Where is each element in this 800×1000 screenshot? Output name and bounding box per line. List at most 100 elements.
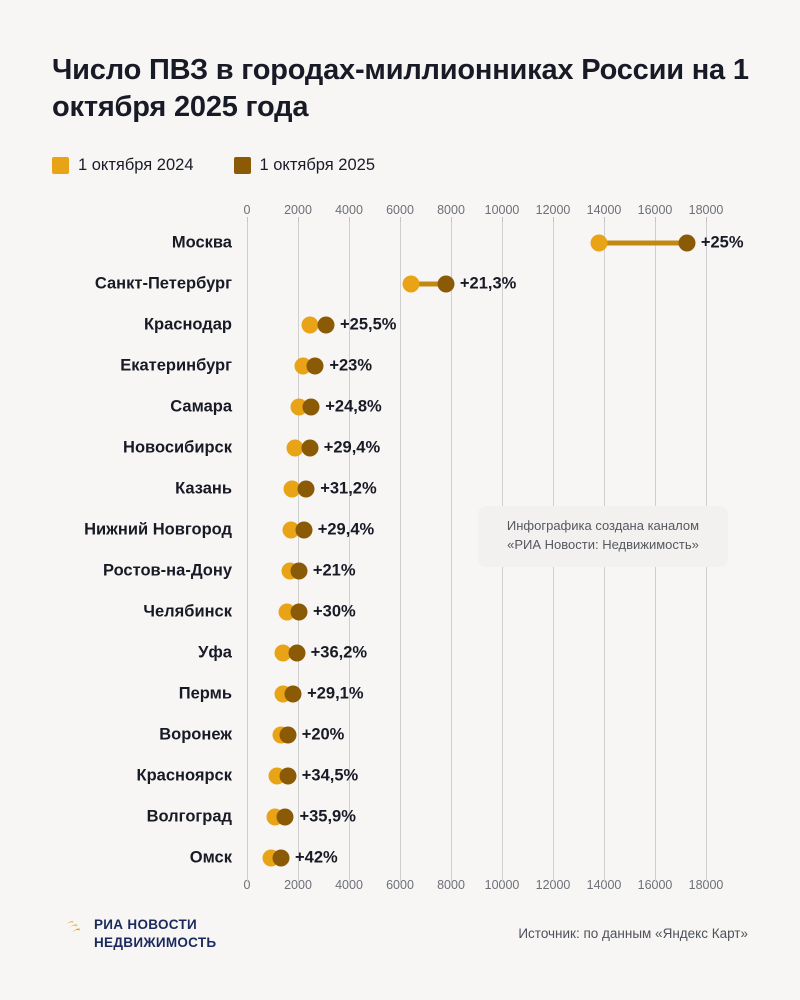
growth-percent-label: +34,5% [301,766,359,784]
data-point-2024 [282,521,300,538]
x-axis-tickmark [400,217,401,224]
chart-row: Екатеринбург +23% [120,345,706,386]
legend-item-label: 1 октября 2024 [78,156,194,174]
x-axis-tickmark [298,217,299,224]
growth-percent-label: +25,5% [340,315,397,333]
growth-percent-label: +36,2% [310,643,368,661]
dumbbell-connector [410,281,446,286]
growth-percent-label: +24,8% [325,397,382,415]
city-label: Москва [171,233,232,251]
x-axis-bottom: 0 2000 4000 6000 8000 10000 12000 14000 16000 180… [243,869,723,892]
x-axis-tickmark [655,217,656,224]
legend-item: 1 октября 2025 [233,156,376,175]
x-axis-tick-label: 18000 [688,878,724,892]
chart-row: Самара +24,8% [170,386,706,427]
source-note: Источник: по данным «Яндекс Карт» [518,926,748,941]
city-label: Екатеринбург [120,356,232,374]
data-point-2025 [276,808,294,825]
x-axis-tick-label: 2000 [284,203,312,217]
growth-percent-label: +20% [301,725,345,743]
gridline [349,222,350,882]
growth-percent-label: +29,4% [323,438,381,456]
dumbbell-connector [598,240,687,245]
data-point-2024 [301,316,319,333]
watermark-line-1: Инфографика создана каналом [506,518,700,533]
legend-item-label: 1 октября 2025 [259,156,376,174]
x-axis-tick-label: 6000 [386,878,414,892]
chart-row: Ростов-на-Дону +21% [103,550,706,591]
data-point-2025 [279,726,297,743]
legend-swatch-2024 [52,157,69,174]
chart-row: Санкт-Петербург +21,3% [95,263,706,304]
x-axis-top: 0 2000 4000 6000 8000 10000 12000 14000 16000 180… [243,203,723,224]
x-axis-tick-label: 0 [243,878,251,892]
data-point-2025 [288,644,306,661]
ria-logo-line-2: НЕДВИЖИМОСТЬ [94,934,217,950]
city-label: Красноярск [136,766,232,784]
city-label: Самара [170,397,232,415]
x-axis-tick-label: 14000 [586,878,622,892]
x-axis-tickmark [247,217,248,224]
city-label: Краснодар [143,315,232,333]
x-axis-tick-label: 6000 [386,203,414,217]
growth-percent-label: +42% [295,848,338,866]
footer: РИА НОВОСТИ НЕДВИЖИМОСТЬ Источник: по да… [0,912,800,968]
legend-item: 1 октября 2024 [52,156,194,175]
city-label: Пермь [178,684,232,702]
gridline [451,222,452,882]
data-point-2025 [678,234,696,251]
data-point-2025 [272,849,290,866]
data-point-2025 [437,275,455,292]
data-point-2024 [402,275,420,292]
data-point-2024 [294,357,312,374]
city-label: Волгоград [146,807,232,825]
ria-logo-text: РИА НОВОСТИ НЕДВИЖИМОСТЬ [94,916,216,952]
city-label: Уфа [198,643,232,661]
growth-percent-label: +30% [313,602,356,620]
data-point-2025 [290,562,308,579]
gridline [298,222,299,882]
data-point-2025 [295,521,313,538]
watermark-note: Инфографика создана каналом «РИА Новости… [478,506,728,567]
ria-logo-icon [52,919,81,949]
x-axis-tick-label: 8000 [437,203,465,217]
x-axis-tick-label: 16000 [637,878,673,892]
city-label: Санкт-Петербург [94,274,232,292]
chart-row: Краснодар +25,5% [144,304,706,345]
x-axis-tickmark [604,217,605,224]
chart-row: Казань +31,2% [175,468,706,509]
growth-percent-label: +21,3% [459,274,517,292]
gridline [400,222,401,882]
data-point-2024 [290,398,307,415]
growth-percent-label: +29,4% [317,520,375,538]
growth-percent-label: +23% [329,356,373,374]
chart-row: Новосибирск +29,4% [123,427,706,468]
x-axis-tickmark [349,217,350,224]
growth-percent-label: +25% [700,233,744,251]
legend-swatch-2025 [233,157,251,174]
city-label: Омск [189,848,232,866]
x-axis-tick-label: 4000 [335,203,363,217]
data-point-2024 [286,439,304,456]
chart-row: Пермь +29,1% [179,673,706,714]
x-axis-tickmark [553,217,554,224]
growth-percent-label: +31,2% [320,479,377,497]
growth-percent-label: +21% [312,561,356,579]
data-point-2024 [283,480,301,497]
page-title: Число ПВЗ в городах-миллионниках России … [52,54,749,123]
growth-percent-label: +35,9% [299,807,356,825]
chart-row: Москва +25% [172,222,744,263]
ria-logo-line-1: РИА НОВОСТИ [94,917,198,932]
x-axis-tick-label: 0 [243,203,251,217]
city-label: Ростов-на-Дону [102,561,232,579]
data-point-2025 [290,603,308,620]
city-label: Воронеж [159,725,232,743]
x-axis-tick-label: 10000 [484,203,520,217]
chart-row: Омск +42% [190,837,706,878]
x-axis-tick-label: 2000 [284,878,312,892]
data-point-2024 [274,644,292,661]
data-point-2025 [301,439,319,456]
x-axis-tick-label: 18000 [688,203,724,217]
x-axis-tick-label: 12000 [535,878,571,892]
chart-row: Уфа +36,2% [198,632,706,673]
